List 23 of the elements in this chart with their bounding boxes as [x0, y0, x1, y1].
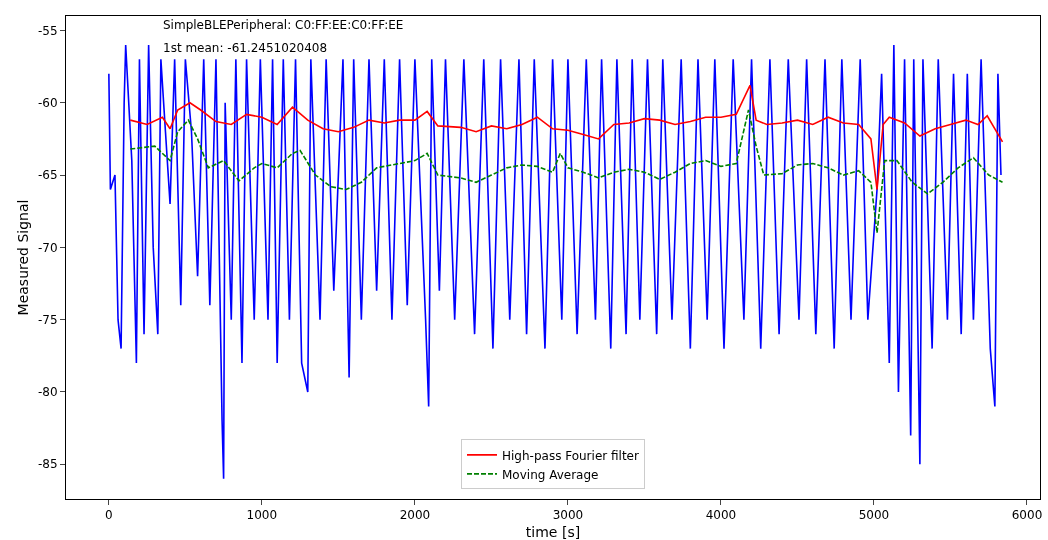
- y-tick-label: -70: [37, 240, 58, 255]
- x-tick-label: 4000: [705, 508, 737, 523]
- x-tick-label: 2000: [399, 508, 431, 523]
- y-axis-title: Measured Signal: [15, 199, 31, 316]
- legend-label: Moving Average: [502, 467, 599, 482]
- y-tick-label: -60: [37, 95, 58, 110]
- annotation: 1st mean: -61.2451020408: [163, 41, 328, 55]
- y-tick-label: -75: [37, 312, 58, 327]
- legend-label: High-pass Fourier filter: [502, 448, 639, 463]
- x-tick-label: 5000: [858, 508, 890, 523]
- x-tick-label: 3000: [552, 508, 584, 523]
- x-tick-label: 6000: [1011, 508, 1043, 523]
- x-tick-label: 1000: [246, 508, 278, 523]
- y-tick-label: -65: [37, 168, 58, 183]
- y-tick-label: -55: [37, 23, 58, 38]
- x-tick-label: 0: [105, 508, 113, 523]
- annotation: SimpleBLEPeripheral: C0:FF:EE:C0:FF:EE: [163, 18, 404, 32]
- x-axis-title: time [s]: [525, 524, 581, 540]
- y-tick-label: -80: [37, 385, 58, 400]
- line-series: [129, 109, 1004, 234]
- line-series: [108, 44, 1002, 480]
- line-series: [129, 84, 1004, 191]
- y-tick-label: -85: [37, 457, 58, 472]
